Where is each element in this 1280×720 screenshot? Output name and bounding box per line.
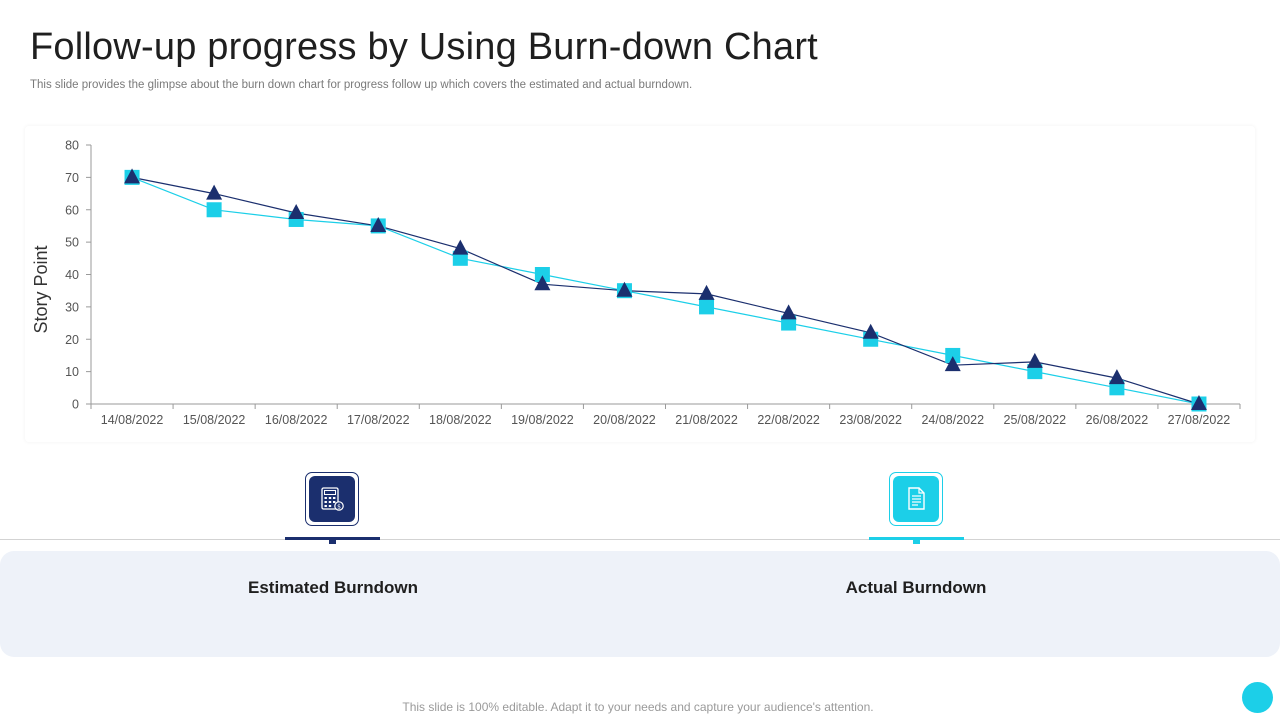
estimated-point xyxy=(124,168,141,184)
burndown-chart: 0 10 20 30 40 50 60 70 80 14/08/2022 15/08/2022 16/… xyxy=(31,139,1241,427)
x-tick-label: 27/08/2022 xyxy=(1168,413,1231,427)
x-tick-label: 20/08/2022 xyxy=(593,413,656,427)
y-tick-label: 70 xyxy=(65,171,79,185)
x-tick-label: 22/08/2022 xyxy=(757,413,820,427)
page-subtitle: This slide provides the glimpse about th… xyxy=(30,79,693,91)
y-tick-label: 0 xyxy=(72,398,79,412)
actual-accent-dot xyxy=(913,537,920,544)
y-tick-label: 60 xyxy=(65,203,79,217)
estimated-point xyxy=(1108,369,1125,385)
y-tick-label: 50 xyxy=(65,236,79,250)
estimated-point xyxy=(616,281,633,297)
legend-panel xyxy=(0,551,1280,657)
actual-burndown-label: Actual Burndown xyxy=(845,578,987,597)
x-tick-label: 15/08/2022 xyxy=(183,413,246,427)
estimated-point xyxy=(452,239,469,255)
chart-card: 0 10 20 30 40 50 60 70 80 14/08/2022 15/08/2022 16/… xyxy=(25,126,1255,442)
estimated-point xyxy=(206,184,223,200)
x-tick-label: 24/08/2022 xyxy=(921,413,984,427)
document-icon xyxy=(893,476,939,522)
y-tick-label: 80 xyxy=(65,139,79,153)
y-tick-label: 10 xyxy=(65,365,79,379)
estimated-point xyxy=(698,284,715,300)
estimated-point xyxy=(534,275,551,291)
estimated-accent-dot xyxy=(329,537,336,544)
x-tick-label: 17/08/2022 xyxy=(347,413,410,427)
y-tick-label: 20 xyxy=(65,333,79,347)
x-tick-label: 14/08/2022 xyxy=(101,413,164,427)
estimated-burndown-label: Estimated Burndown xyxy=(247,578,418,597)
actual-point xyxy=(699,299,715,315)
x-tick-label: 18/08/2022 xyxy=(429,413,492,427)
calculator-icon: $ xyxy=(309,476,355,522)
estimated-point xyxy=(1026,352,1043,368)
estimated-point xyxy=(944,356,961,372)
estimated-point xyxy=(288,203,305,219)
actual-icon-frame xyxy=(889,472,943,526)
x-tick-label: 26/08/2022 xyxy=(1086,413,1149,427)
actual-point xyxy=(534,267,550,282)
divider xyxy=(0,539,1280,540)
series-line-actual xyxy=(131,176,1200,405)
x-tick-label: 25/08/2022 xyxy=(1004,413,1067,427)
estimated-point xyxy=(780,304,797,320)
actual-point xyxy=(206,202,222,218)
x-tick-label: 21/08/2022 xyxy=(675,413,738,427)
page-title: Follow-up progress by Using Burn-down Ch… xyxy=(30,26,818,68)
x-tick-label: 23/08/2022 xyxy=(839,413,902,427)
estimated-point xyxy=(862,323,879,339)
y-tick-label: 40 xyxy=(65,268,79,282)
x-tick-label: 19/08/2022 xyxy=(511,413,574,427)
series-line-estimated xyxy=(131,176,1200,405)
corner-accent-dot xyxy=(1242,682,1273,713)
actual-point xyxy=(945,347,961,363)
y-axis-title: Story Point xyxy=(31,245,51,333)
estimated-icon-frame: $ xyxy=(305,472,359,526)
estimated-point xyxy=(370,216,387,232)
svg-text:$: $ xyxy=(337,503,341,510)
y-tick-label: 30 xyxy=(65,300,79,314)
x-tick-label: 16/08/2022 xyxy=(265,413,328,427)
footer-note: This slide is 100% editable. Adapt it to… xyxy=(402,700,874,714)
estimated-point xyxy=(1190,395,1207,410)
